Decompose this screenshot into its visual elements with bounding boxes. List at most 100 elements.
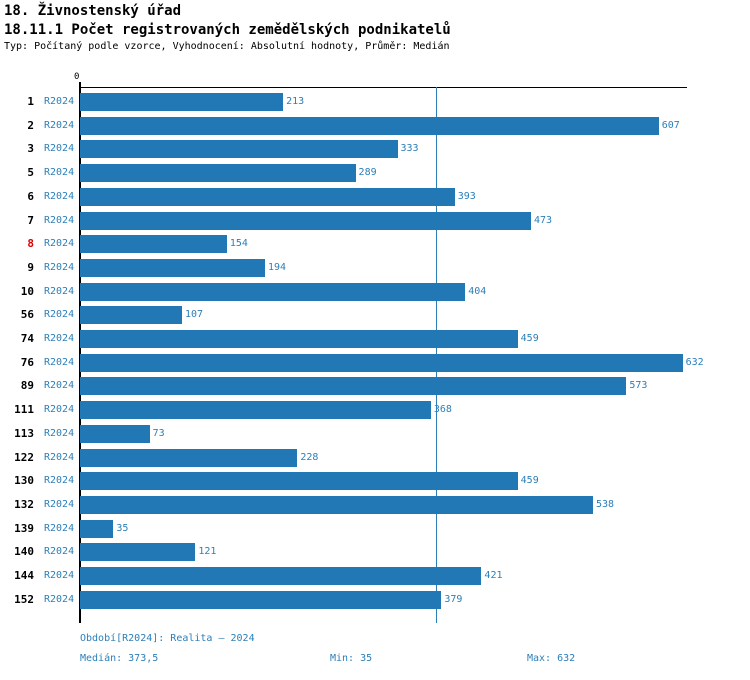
- row-index-label: 56: [20, 308, 34, 322]
- row-index-label: 152: [14, 592, 34, 606]
- bar-value-label: 473: [534, 214, 553, 226]
- row-index-label: 5: [27, 166, 34, 180]
- bar[interactable]: [80, 495, 593, 514]
- row-series-label: R2024: [44, 404, 75, 416]
- row-index-label: 132: [14, 497, 34, 511]
- chart-row: 3 R2024 333: [0, 137, 750, 161]
- stat-min: Min: 35: [330, 653, 373, 664]
- row-index-label: 111: [14, 403, 34, 417]
- chart-row: 5 R2024 289: [0, 161, 750, 185]
- stat-median: Medián: 373,5: [80, 653, 159, 664]
- row-index-label: 122: [14, 450, 34, 464]
- bar[interactable]: [80, 424, 150, 443]
- axis-zero-tick: [79, 82, 81, 88]
- chart-row: 113 R2024 73: [0, 422, 750, 446]
- row-index-label: 7: [27, 213, 34, 227]
- bar[interactable]: [80, 306, 183, 325]
- legend-period: Období[R2024]: Realita – 2024: [80, 633, 255, 644]
- bar[interactable]: [80, 590, 442, 609]
- bar-rows-container: 1 R2024 213 2 R2024 607 3 R2024 333 5 R2024 289 6 R20…: [0, 72, 750, 628]
- bar[interactable]: [80, 187, 455, 206]
- bar[interactable]: [80, 543, 196, 562]
- chart-row: 2 R2024 607: [0, 114, 750, 138]
- bar-value-label: 368: [433, 404, 452, 416]
- bar-value-label: 607: [661, 119, 680, 131]
- chart-row: 111 R2024 368: [0, 398, 750, 422]
- row-index-label: 10: [20, 284, 34, 298]
- bar-chart: 0 1 R2024 213 2 R2024 607 3 R2024 333 5 R2024 289 6 R…: [0, 72, 750, 628]
- chart-row: 7 R2024 473: [0, 209, 750, 233]
- row-index-label: 2: [27, 118, 34, 132]
- row-index-label: 144: [14, 569, 34, 582]
- bar[interactable]: [80, 567, 482, 585]
- bar-value-label: 194: [267, 261, 287, 273]
- row-index-label: 140: [14, 545, 34, 559]
- bar[interactable]: [80, 235, 227, 254]
- bar[interactable]: [80, 140, 398, 159]
- chart-row: 144 R2024 421: [0, 564, 750, 588]
- bar[interactable]: [80, 377, 627, 396]
- row-series-label: R2024: [44, 309, 75, 321]
- chart-row: 132 R2024 538: [0, 493, 750, 517]
- page-title: 18.11.1 Počet registrovaných zemědělskýc…: [4, 22, 451, 38]
- bar-value-label: 154: [229, 238, 248, 250]
- bar[interactable]: [80, 93, 284, 111]
- row-series-label: R2024: [44, 380, 75, 392]
- row-series-label: R2024: [44, 593, 75, 605]
- chart-row: 10 R2024 404: [0, 280, 750, 304]
- row-series-label: R2024: [44, 238, 75, 250]
- row-index-label: 8: [27, 237, 34, 251]
- bar-value-label: 228: [300, 451, 319, 463]
- row-series-label: R2024: [44, 214, 75, 226]
- row-series-label: R2024: [44, 96, 75, 107]
- bar[interactable]: [80, 353, 683, 372]
- row-series-label: R2024: [44, 119, 75, 131]
- row-index-label: 6: [27, 189, 34, 203]
- row-index-label: 1: [27, 95, 34, 108]
- bar-value-label: 393: [457, 190, 476, 202]
- chart-row: 130 R2024 459: [0, 469, 750, 493]
- bar[interactable]: [80, 330, 518, 348]
- row-series-label: R2024: [44, 498, 75, 510]
- bar-value-label: 459: [520, 333, 539, 344]
- bar[interactable]: [80, 211, 531, 230]
- chart-meta-line: Typ: Počítaný podle vzorce, Vyhodnocení:…: [4, 41, 450, 52]
- office-title: 18. Živnostenský úřad: [4, 3, 182, 19]
- bar[interactable]: [80, 472, 518, 491]
- bar-value-label: 538: [595, 498, 615, 510]
- bar[interactable]: [80, 282, 466, 301]
- bar-value-label: 333: [400, 143, 419, 155]
- chart-row: 76 R2024 632: [0, 351, 750, 375]
- chart-row: 139 R2024 35: [0, 517, 750, 541]
- axis-zero-tick-label: 0: [74, 72, 80, 82]
- row-series-label: R2024: [44, 190, 75, 202]
- bar-value-label: 73: [152, 427, 165, 439]
- bar[interactable]: [80, 258, 265, 277]
- bar-value-label: 459: [520, 475, 539, 487]
- chart-row: 1 R2024 213: [0, 90, 750, 114]
- bar[interactable]: [80, 116, 659, 135]
- bar-value-label: 404: [468, 285, 487, 297]
- bar[interactable]: [80, 519, 114, 538]
- row-index-label: 74: [20, 332, 34, 345]
- category-axis-line: [79, 82, 81, 623]
- bar-value-label: 289: [358, 167, 377, 179]
- row-index-label: 130: [14, 474, 34, 488]
- chart-row: 8 R2024 154: [0, 232, 750, 256]
- row-series-label: R2024: [44, 451, 75, 463]
- chart-top-rule: [80, 87, 687, 88]
- bar-value-label: 213: [286, 96, 305, 107]
- chart-row: 56 R2024 107: [0, 303, 750, 327]
- row-series-label: R2024: [44, 546, 75, 558]
- bar[interactable]: [80, 448, 298, 467]
- row-series-label: R2024: [44, 261, 75, 273]
- row-series-label: R2024: [44, 475, 75, 487]
- bar[interactable]: [80, 164, 356, 183]
- stat-max: Max: 632: [527, 653, 576, 664]
- bar-value-label: 421: [484, 570, 503, 581]
- report-header: 18. Živnostenský úřad 18.11.1 Počet regi…: [4, 2, 746, 54]
- bar-value-label: 573: [629, 380, 648, 392]
- bar-value-label: 379: [444, 593, 463, 605]
- bar[interactable]: [80, 401, 431, 420]
- chart-row: 74 R2024 459: [0, 327, 750, 351]
